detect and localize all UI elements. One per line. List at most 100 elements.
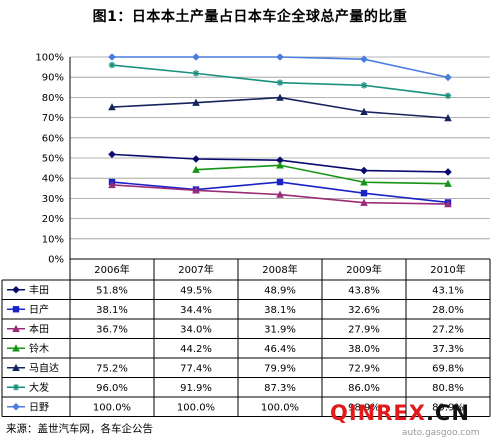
table-cell: 98.9%	[348, 403, 380, 414]
data-point	[192, 155, 200, 163]
data-point	[444, 200, 452, 208]
table-cell: 69.8%	[432, 364, 464, 375]
y-tick-label: 20%	[42, 214, 64, 225]
data-point	[108, 103, 116, 111]
legend-label: 大发	[29, 381, 49, 394]
table-cell: 38.1%	[96, 305, 128, 316]
y-tick-label: 90%	[42, 73, 64, 84]
table-cell: 96.0%	[96, 383, 128, 394]
x-category-label: 2008年	[262, 263, 297, 276]
data-point	[192, 70, 200, 77]
series-2	[108, 180, 452, 208]
table-cell: 51.8%	[96, 286, 128, 297]
data-point	[444, 114, 452, 122]
data-point	[108, 53, 116, 61]
y-tick-label: 50%	[42, 154, 64, 165]
data-point	[192, 98, 200, 106]
data-point	[276, 178, 284, 186]
series-4	[108, 93, 452, 122]
table-cell: 100.0%	[177, 403, 215, 414]
table-cell: 86.0%	[348, 383, 380, 394]
data-point	[276, 190, 284, 198]
legend-marker	[12, 402, 20, 411]
table-row: 铃木 44.2% 46.4% 38.0% 37.3%	[7, 342, 464, 355]
legend-label: 日野	[29, 402, 49, 414]
series-3	[192, 161, 452, 187]
logo-text-dark: .CN	[425, 401, 470, 425]
series-0	[108, 150, 452, 176]
legend-marker	[12, 363, 20, 371]
y-tick-label: 30%	[42, 194, 64, 205]
legend-marker	[12, 306, 20, 313]
y-tick-label: 60%	[42, 133, 64, 144]
table-cell: 44.2%	[180, 344, 212, 355]
table-cell: 37.3%	[432, 344, 464, 355]
data-point	[444, 168, 452, 176]
table-cell: 38.1%	[264, 305, 296, 316]
table-row: 大发 96.0% 91.9% 87.3% 86.0% 80.8%	[7, 381, 464, 394]
table-cell: 89.9%	[432, 403, 464, 414]
table-cell: 28.0%	[432, 305, 464, 316]
data-point	[444, 179, 452, 187]
data-point	[108, 180, 116, 189]
data-point	[444, 73, 452, 82]
table-row: 本田 36.7% 34.0% 31.9% 27.9% 27.2%	[7, 323, 464, 336]
legend-label: 铃木	[29, 342, 49, 355]
source-note: 来源：盖世汽车网，各车企公告	[6, 423, 153, 435]
legend-label: 日产	[29, 303, 49, 316]
logo-text-red: QINREX	[330, 401, 426, 425]
y-tick-label: 100%	[35, 53, 64, 64]
series-6	[108, 53, 452, 82]
x-category-label: 2009年	[346, 263, 381, 276]
watermark: auto.gasgoo.com	[402, 428, 480, 438]
table-cell: 43.1%	[432, 286, 464, 297]
y-axis-ticks: 0% 10% 20% 30% 40% 50% 60% 70% 80% 90% 100%	[35, 53, 64, 266]
series-lines	[108, 53, 452, 208]
table-cell: 48.9%	[264, 286, 296, 297]
y-tick-label: 70%	[42, 113, 64, 124]
legend-label: 马自达	[29, 362, 59, 375]
data-point	[360, 189, 368, 197]
data-point	[360, 178, 368, 186]
table-cell: 100.0%	[93, 403, 131, 414]
legend-label: 丰田	[29, 284, 49, 297]
data-point	[360, 166, 368, 175]
table-cell: 100.0%	[261, 403, 299, 414]
table-cell: 27.2%	[432, 325, 464, 336]
table-cell: 79.9%	[264, 364, 296, 375]
y-tick-label: 0%	[48, 255, 64, 266]
legend-marker	[12, 344, 20, 352]
table-cell: 72.9%	[348, 364, 380, 375]
table-cell: 87.3%	[264, 383, 296, 394]
data-point	[360, 82, 368, 89]
table-cell: 77.4%	[180, 364, 212, 375]
series-5	[108, 61, 452, 99]
table-cell: 34.0%	[180, 325, 212, 336]
data-point	[276, 93, 284, 101]
x-category-label: 2007年	[178, 263, 213, 276]
table-cell: 32.6%	[348, 305, 380, 316]
legend-marker	[12, 324, 20, 332]
x-category-label: 2006年	[94, 263, 129, 276]
data-point	[276, 53, 284, 61]
chart-title: 图1：日本本土产量占日本车企全球总产量的比重	[92, 9, 408, 25]
data-point	[108, 61, 116, 69]
table-cell: 38.0%	[348, 344, 380, 355]
data-point	[276, 79, 284, 86]
data-point	[360, 55, 368, 64]
data-point	[360, 107, 368, 115]
data-point	[360, 198, 368, 206]
table-cell: 75.2%	[96, 364, 128, 375]
table-cell: 49.5%	[180, 286, 212, 297]
table-cell: 80.8%	[432, 383, 464, 394]
legend-label: 本田	[29, 323, 49, 336]
table-cell: 46.4%	[264, 344, 296, 355]
data-point	[276, 156, 284, 165]
table-row: 日野 100.0% 100.0% 100.0% 98.9% 89.9%	[7, 402, 464, 414]
data-point	[192, 186, 200, 194]
series-line	[195, 164, 449, 185]
table-row: 马自达 75.2% 77.4% 79.9% 72.9% 69.8%	[7, 362, 464, 375]
table-row: 日产 38.1% 34.4% 38.1% 32.6% 28.0%	[7, 303, 464, 316]
data-point	[276, 161, 284, 169]
